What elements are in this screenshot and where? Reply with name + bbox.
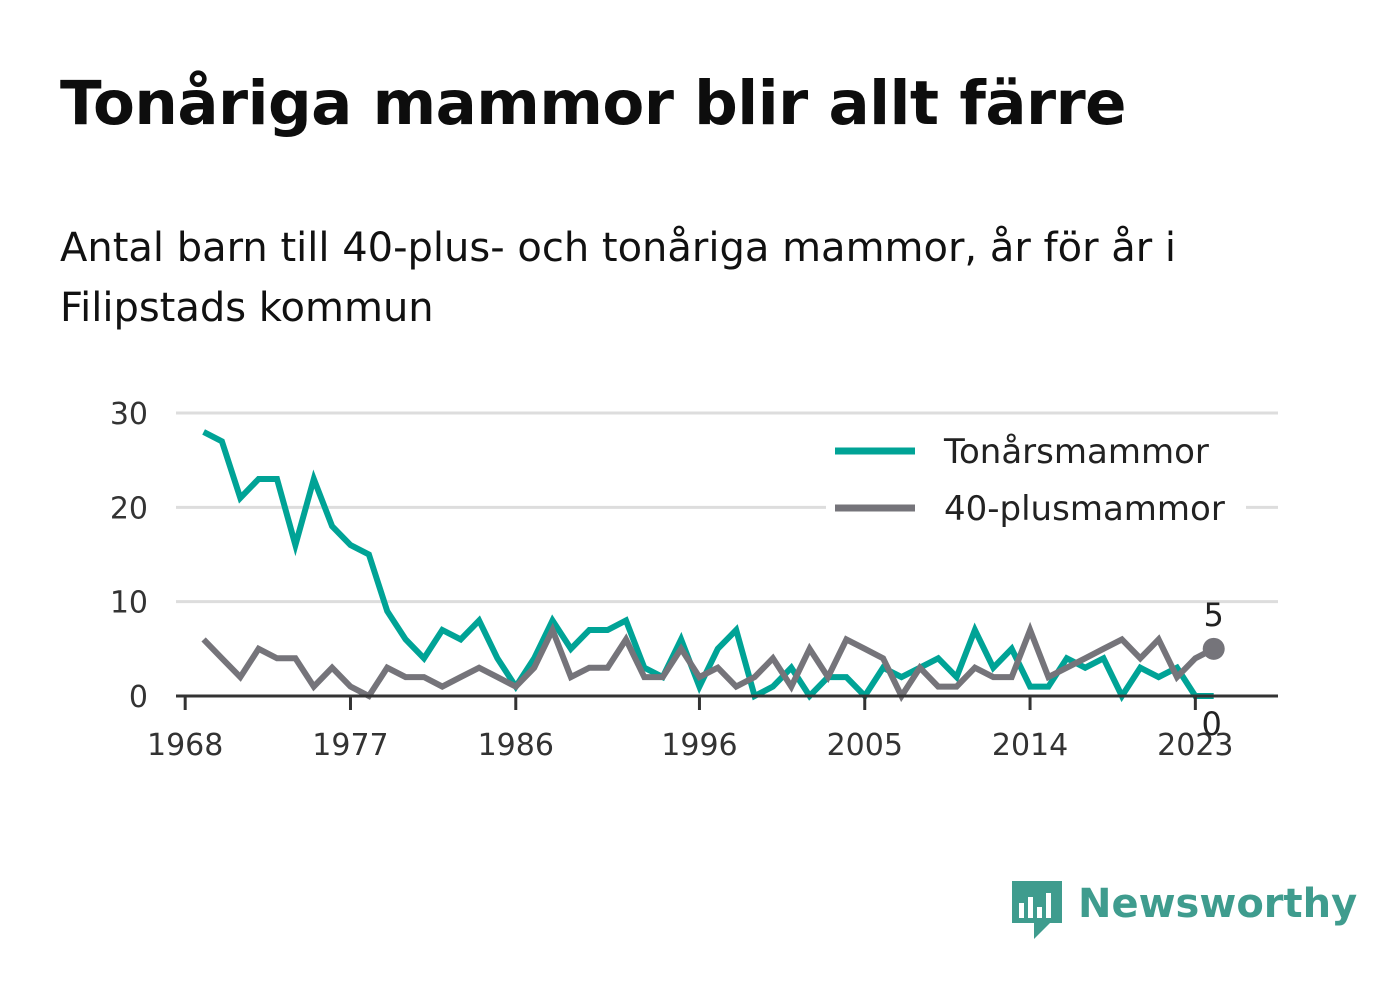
legend: Tonårsmammor 40-plusmammor (826, 425, 1246, 543)
y-tick-label: 30 (110, 397, 148, 432)
x-tick-label: 1977 (312, 728, 388, 763)
x-tick-label: 1996 (661, 728, 737, 763)
logo-bar-icon (1019, 903, 1024, 918)
y-tick-label: 10 (110, 586, 148, 621)
end-label-40plusmammor: 5 (1204, 596, 1224, 634)
brand-name: Newsworthy (1078, 881, 1357, 927)
chart-title: Tonåriga mammor blir allt färre (60, 68, 1127, 139)
x-tick-label: 2005 (827, 728, 903, 763)
x-tick-label: 1968 (147, 728, 223, 763)
y-tick-label: 0 (129, 680, 148, 715)
legend-label-tonarsmammor: Tonårsmammor (943, 432, 1209, 472)
logo-bar-icon (1046, 893, 1051, 918)
x-tick-label: 2014 (992, 728, 1068, 763)
series-line-40plusmammor (201, 621, 1216, 703)
logo-bar-icon (1028, 897, 1033, 918)
logo-bar-icon (1037, 907, 1042, 918)
x-tick-label: 1986 (478, 728, 554, 763)
chart-subtitle: Antal barn till 40-plus- och tonåriga ma… (60, 225, 1177, 331)
series-line-tonarsmammor (202, 429, 1214, 703)
series-lines (201, 429, 1225, 703)
y-tick-label: 20 (110, 491, 148, 526)
legend-label-40plusmammor: 40-plusmammor (944, 489, 1225, 529)
newsworthy-logo: Newsworthy (1012, 881, 1357, 939)
end-label-tonarsmammor: 0 (1202, 705, 1222, 743)
legend-background (826, 425, 1246, 543)
end-point-40plusmammor (1202, 637, 1225, 660)
x-tick-label: 2023 (1157, 728, 1233, 763)
